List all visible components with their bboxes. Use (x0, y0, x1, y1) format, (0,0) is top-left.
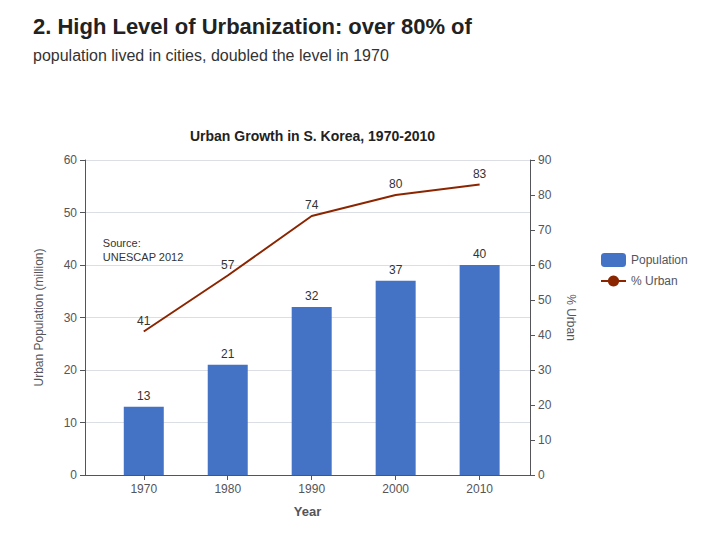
svg-text:60: 60 (538, 258, 552, 272)
svg-text:% Urban: % Urban (631, 274, 678, 288)
svg-text:% Urban: % Urban (564, 294, 578, 341)
svg-text:Urban Population (million): Urban Population (million) (32, 248, 46, 386)
svg-text:74: 74 (305, 198, 319, 212)
svg-text:80: 80 (389, 177, 403, 191)
svg-text:32: 32 (305, 289, 319, 303)
svg-text:30: 30 (64, 311, 78, 325)
svg-text:1990: 1990 (298, 482, 325, 496)
svg-text:10: 10 (64, 416, 78, 430)
svg-text:2010: 2010 (466, 482, 493, 496)
svg-text:60: 60 (64, 153, 78, 167)
svg-text:Population: Population (631, 253, 688, 267)
svg-text:UNESCAP 2012: UNESCAP 2012 (103, 251, 184, 263)
svg-text:50: 50 (64, 206, 78, 220)
svg-text:21: 21 (221, 347, 235, 361)
svg-text:40: 40 (473, 247, 487, 261)
svg-text:37: 37 (389, 263, 403, 277)
svg-text:57: 57 (221, 258, 235, 272)
svg-text:40: 40 (538, 328, 552, 342)
svg-text:1980: 1980 (214, 482, 241, 496)
svg-text:41: 41 (137, 314, 151, 328)
svg-text:Urban Growth in S. Korea, 1970: Urban Growth in S. Korea, 1970-2010 (190, 128, 435, 144)
svg-text:Source:: Source: (103, 237, 141, 249)
svg-text:0: 0 (538, 468, 545, 482)
svg-text:10: 10 (538, 433, 552, 447)
svg-text:13: 13 (137, 389, 151, 403)
svg-text:20: 20 (538, 398, 552, 412)
svg-text:Year: Year (294, 504, 321, 519)
svg-text:80: 80 (538, 188, 552, 202)
svg-text:50: 50 (538, 293, 552, 307)
svg-text:1970: 1970 (130, 482, 157, 496)
svg-text:20: 20 (64, 363, 78, 377)
svg-text:2. High Level of Urbanization:: 2. High Level of Urbanization: over 80% … (33, 14, 473, 39)
svg-text:70: 70 (538, 223, 552, 237)
svg-text:40: 40 (64, 258, 78, 272)
svg-text:83: 83 (473, 167, 487, 181)
svg-text:0: 0 (70, 468, 77, 482)
svg-text:90: 90 (538, 153, 552, 167)
svg-text:population lived in cities, do: population lived in cities, doubled the … (33, 47, 389, 64)
svg-text:2000: 2000 (382, 482, 409, 496)
svg-text:30: 30 (538, 363, 552, 377)
